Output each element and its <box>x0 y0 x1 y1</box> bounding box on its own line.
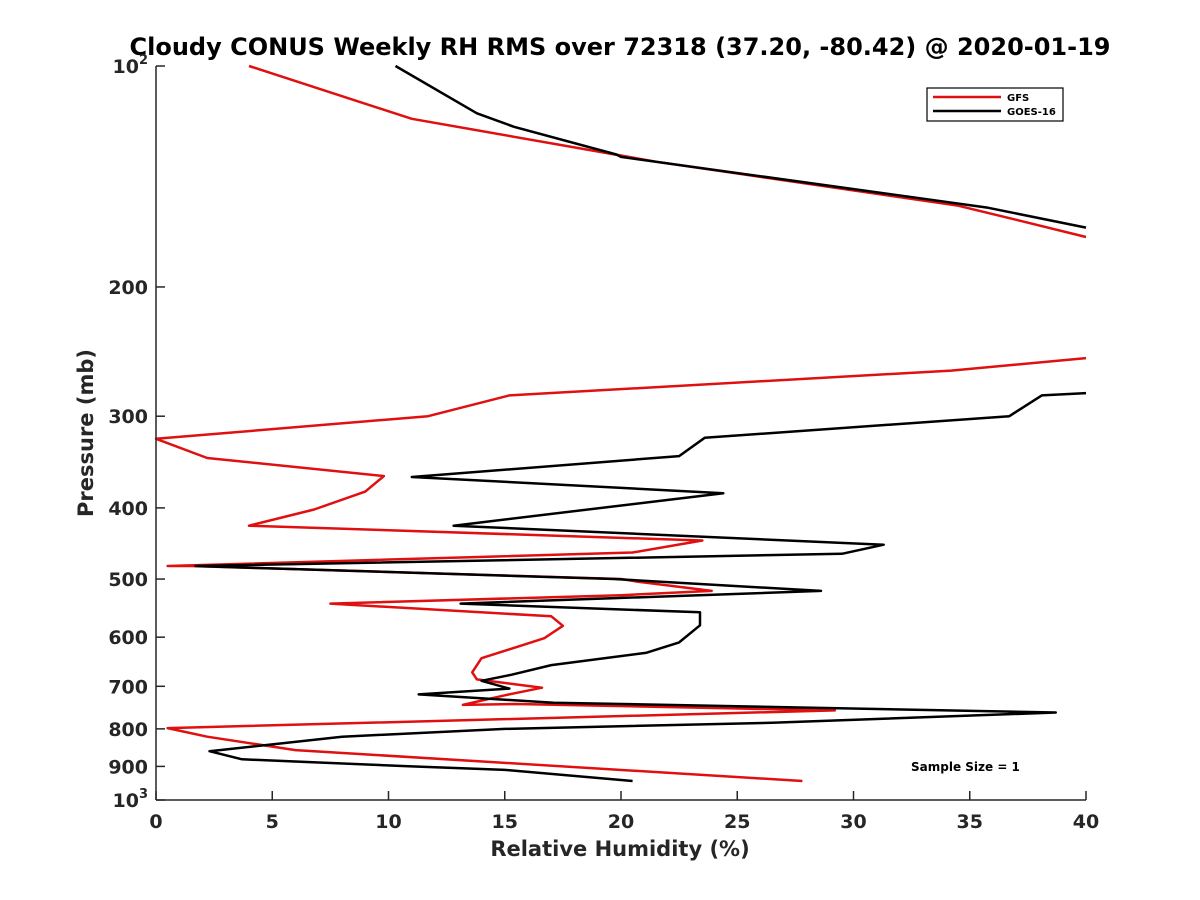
y-tick-label: 900 <box>108 756 148 778</box>
sample-size-annotation: Sample Size = 1 <box>911 760 1020 774</box>
x-tick-label: 10 <box>375 811 401 833</box>
axes-layer <box>155 66 1086 801</box>
y-tick-label: 500 <box>108 569 148 591</box>
x-tick-label: 0 <box>149 811 162 833</box>
chart-title: Cloudy CONUS Weekly RH RMS over 72318 (3… <box>130 33 1111 61</box>
y-axis-label: Pressure (mb) <box>74 349 98 517</box>
y-tick-label: 400 <box>108 498 148 520</box>
y-tick-label: 103 <box>113 787 149 812</box>
series-line-goes-16 <box>194 64 1087 783</box>
y-tick-label: 102 <box>113 53 149 78</box>
legend: GFS GOES-16 <box>926 87 1064 122</box>
x-tick-label: 40 <box>1073 811 1099 833</box>
x-axis-label: Relative Humidity (%) <box>490 837 749 861</box>
legend-box <box>926 87 1064 122</box>
x-tick-label: 20 <box>608 811 634 833</box>
series-line-gfs <box>154 64 1087 783</box>
x-tick-label: 35 <box>957 811 983 833</box>
x-tick-label: 25 <box>724 811 750 833</box>
x-tick-label: 15 <box>492 811 518 833</box>
y-tick-label: 700 <box>108 676 148 698</box>
series-layer <box>154 64 1087 783</box>
legend-gfs-label: GFS <box>1007 93 1029 104</box>
y-tick-label: 200 <box>108 277 148 299</box>
y-tick-label: 800 <box>108 719 148 741</box>
y-tick-label: 600 <box>108 627 148 649</box>
x-tick-label: 5 <box>266 811 279 833</box>
x-tick-label: 30 <box>840 811 866 833</box>
legend-goes16-label: GOES-16 <box>1007 107 1056 118</box>
y-tick-label: 300 <box>108 406 148 428</box>
x-ticks: 0 5 10 15 20 25 30 35 40 <box>149 791 1099 833</box>
y-ticks: 102 200 300 400 500 600 700 800 900 103 <box>108 53 165 812</box>
